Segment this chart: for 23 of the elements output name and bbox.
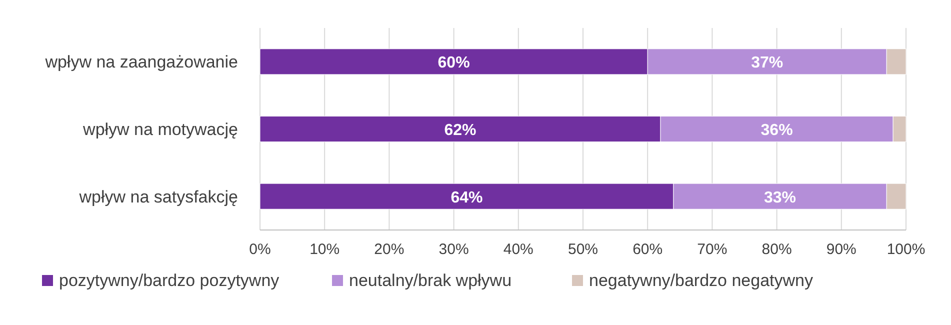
x-tick-label: 10%: [310, 241, 340, 258]
x-tick-label: 90%: [826, 241, 856, 258]
x-tick-label: 20%: [374, 241, 404, 258]
y-tick-label: wpływ na motywację: [82, 120, 238, 139]
data-label: 33%: [764, 189, 796, 206]
legend-label: pozytywny/bardzo pozytywny: [59, 271, 280, 290]
x-tick-label: 100%: [886, 241, 926, 258]
data-label: 36%: [760, 122, 793, 139]
legend-label: negatywny/bardzo negatywny: [589, 271, 814, 290]
y-tick-label: wpływ na satysfakcję: [78, 187, 238, 206]
data-label: 37%: [751, 54, 784, 72]
x-tick-label: 70%: [697, 241, 728, 258]
data-label: 64%: [450, 189, 483, 206]
legend-label: neutalny/brak wpływu: [349, 271, 512, 290]
x-tick-label: 80%: [762, 241, 792, 258]
x-tick-label: 40%: [503, 241, 534, 258]
data-label: 62%: [444, 122, 476, 139]
x-tick-label: 0%: [249, 241, 271, 258]
data-label: 60%: [438, 54, 470, 72]
x-tick-label: 50%: [568, 241, 598, 258]
x-tick-label: 30%: [438, 241, 469, 258]
y-tick-label: wpływ na zaangażowanie: [44, 52, 238, 72]
x-tick-label: 60%: [632, 241, 663, 258]
